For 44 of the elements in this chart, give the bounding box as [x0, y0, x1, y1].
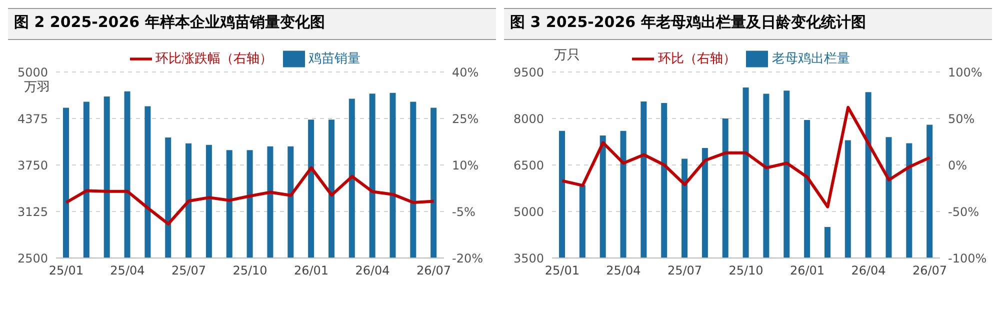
x-tick-label: 25/04	[110, 264, 145, 278]
x-tick-label: 26/01	[294, 264, 329, 278]
legend-label: 老母鸡出栏量	[772, 52, 850, 67]
y-axis-title: 万只	[554, 47, 580, 64]
y-tick-label: 5000	[513, 204, 544, 219]
y-tick-label: 8000	[513, 112, 544, 126]
legend-label: 环比（右轴）	[658, 52, 736, 67]
chart-title: 图 3 2025-2026 年老母鸡出栏量及日龄变化统计图	[504, 8, 992, 40]
x-tick-label: 25/01	[48, 264, 84, 278]
y-tick-label: 9500	[513, 65, 544, 80]
y-tick-label: 3750	[17, 158, 48, 172]
line-series	[560, 106, 932, 208]
legend-label: 环比涨跌幅（右轴）	[156, 52, 272, 67]
chart-title: 图 2 2025-2026 年样本企业鸡苗销量变化图	[8, 8, 496, 40]
x-tick-label: 26/04	[851, 264, 886, 278]
y2-tick-label: -100%	[948, 251, 987, 266]
y-tick-label: 6500	[513, 158, 544, 172]
x-tick-label: 26/04	[355, 264, 390, 278]
line-series	[64, 166, 436, 226]
legend-label: 鸡苗销量	[308, 52, 360, 67]
y-tick-label: 5000	[17, 65, 48, 80]
y-tick-label: 3500	[513, 251, 544, 266]
y2-tick-label: -50%	[948, 204, 980, 219]
y2-tick-label: 50%	[948, 112, 975, 126]
y2-tick-label: 100%	[948, 65, 982, 80]
y-axis-title: 万羽	[24, 79, 50, 96]
y-tick-label: 2500	[17, 251, 48, 266]
y-tick-label: 3125	[17, 204, 48, 219]
y2-tick-label: 40%	[452, 65, 479, 80]
y-tick-label: 4375	[17, 112, 48, 126]
y2-tick-label: 0%	[948, 158, 968, 172]
x-tick-label: 26/01	[790, 264, 825, 278]
x-tick-label: 25/10	[232, 264, 268, 278]
y2-tick-label: 25%	[452, 112, 479, 126]
y2-tick-label: -20%	[452, 251, 484, 266]
x-tick-label: 25/07	[171, 264, 206, 278]
x-tick-label: 26/07	[416, 264, 452, 278]
x-tick-label: 25/07	[667, 264, 702, 278]
y2-tick-label: -5%	[452, 204, 476, 219]
y2-tick-label: 10%	[452, 158, 479, 172]
x-tick-label: 26/07	[912, 264, 948, 278]
x-tick-label: 25/10	[728, 264, 764, 278]
x-tick-label: 25/01	[544, 264, 580, 278]
x-tick-label: 25/04	[606, 264, 641, 278]
